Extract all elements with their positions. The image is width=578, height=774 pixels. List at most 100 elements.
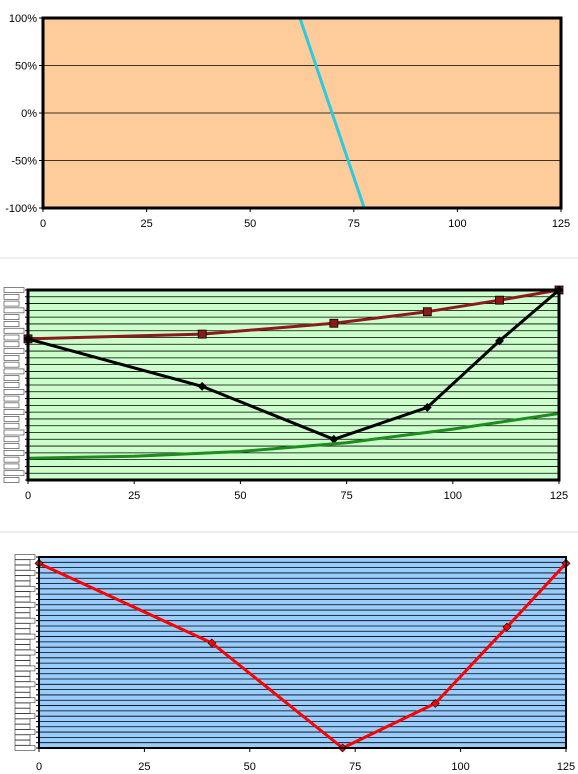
y-tick-label-glyph (3, 287, 25, 293)
y-tick-label: 50% (15, 61, 37, 73)
series-1-marker (495, 295, 504, 305)
y-tick-label-glyph (3, 470, 25, 477)
series-1-marker (422, 307, 432, 317)
y-tick-label-glyph (3, 355, 20, 361)
x-tick-label: 50 (244, 761, 256, 773)
series-3-line (27, 412, 560, 460)
chart-3: 0 25 50 75 100 125 (14, 554, 575, 773)
series-1-line (38, 562, 568, 750)
x-tick-label: 25 (138, 761, 150, 773)
y-tick-label-glyph (14, 692, 31, 698)
y-tick-label-glyph (14, 633, 36, 640)
y-tick-label-glyph (14, 644, 31, 650)
y-tick-label-glyph (3, 348, 25, 354)
series-2-marker (197, 381, 207, 391)
y-tick-label-glyph (14, 559, 31, 566)
y-tick-label-glyph (14, 676, 31, 682)
x-tick-label: 75 (340, 490, 352, 502)
y-tick-label-glyph (14, 718, 31, 725)
y-tick-label-glyph (3, 341, 20, 348)
y-tick-label-glyph (14, 617, 36, 624)
x-tick-label: 125 (557, 761, 575, 773)
y-tick-label-glyph (14, 596, 31, 603)
y-tick-label-glyph (14, 586, 36, 592)
y-tick-label-glyph (3, 395, 20, 402)
y-tick-label: -50% (11, 156, 37, 168)
series-2-line (27, 288, 560, 441)
y-tick-label-glyph (14, 570, 36, 576)
x-tick-label: 0 (25, 490, 31, 502)
y-tick-label-glyph (3, 456, 20, 463)
y-tick-label: -100% (5, 203, 37, 215)
chart-2: 0 25 50 75 100 125 (3, 285, 568, 502)
series-1-marker (207, 638, 217, 648)
y-tick-label-glyph (3, 382, 20, 388)
y-tick-label-glyph (3, 416, 20, 422)
y-tick-label-glyph (14, 702, 31, 709)
y-tick-label-glyph (3, 334, 20, 341)
y-tick-label-glyph (14, 734, 31, 741)
y-tick-label-glyph (14, 639, 31, 645)
series-1-marker (329, 318, 339, 328)
series-1-line (27, 288, 560, 341)
y-tick-label-glyph (14, 723, 31, 730)
y-tick-label-glyph (3, 402, 20, 409)
y-tick-label-glyph (14, 686, 31, 693)
x-tick-label: 25 (128, 490, 140, 502)
y-tick-label-glyph (14, 575, 31, 582)
y-tick-label-glyph (14, 729, 36, 735)
y-tick-label: 0% (21, 108, 37, 120)
chart-1: 100% 50% 0% -50% -100%0 25 50 75 100 125 (5, 13, 570, 230)
y-tick-label-glyph (3, 429, 25, 436)
y-tick-label-glyph (14, 745, 36, 751)
y-tick-label-glyph (3, 436, 20, 443)
y-tick-label-glyph (3, 477, 20, 483)
y-tick-label-glyph (3, 409, 25, 415)
y-tick-label-glyph (3, 450, 25, 456)
x-tick-label: 0 (40, 218, 46, 230)
y-tick-label-glyph (14, 681, 36, 688)
plot-border (26, 288, 561, 482)
x-tick-label: 50 (234, 490, 246, 502)
series-2-marker (422, 402, 432, 412)
x-tick-label: 25 (140, 218, 152, 230)
y-tick-label-glyph (14, 591, 31, 597)
y-tick-label-glyph (3, 422, 20, 429)
x-tick-label: 75 (348, 218, 360, 230)
y-tick-label-glyph (3, 307, 25, 314)
series-1-marker (430, 699, 440, 708)
y-tick-label-glyph (3, 321, 20, 327)
y-tick-label-glyph (14, 655, 31, 661)
y-tick-label-glyph (3, 293, 20, 300)
plot-border (38, 556, 567, 749)
y-tick-label-glyph (3, 375, 20, 382)
y-tick-label-glyph (14, 649, 36, 656)
y-tick-label-glyph (14, 623, 31, 629)
y-tick-label-glyph (3, 361, 20, 368)
series-2-marker (495, 336, 504, 346)
y-tick-label-glyph (3, 300, 20, 307)
y-tick-label-glyph (14, 601, 36, 608)
y-tick-label-glyph (14, 713, 36, 719)
y-tick-label-glyph (3, 314, 20, 320)
plot-border (41, 16, 563, 210)
y-tick-label-glyph (14, 665, 36, 672)
y-tick-label-glyph (14, 628, 31, 635)
x-tick-label: 125 (552, 218, 570, 230)
y-tick-label-glyph (3, 368, 25, 375)
y-tick-label-glyph (14, 612, 31, 619)
y-tick-label-glyph (3, 388, 25, 395)
series-1-line (298, 17, 366, 209)
y-tick-label-glyph (3, 327, 25, 334)
y-tick-label-glyph (14, 564, 31, 571)
y-tick-label-glyph (14, 697, 36, 704)
x-tick-label: 50 (244, 218, 256, 230)
y-tick-label-glyph (14, 607, 31, 613)
y-tick-label: 100% (9, 13, 37, 25)
x-tick-label: 100 (451, 761, 469, 773)
y-tick-label-glyph (14, 660, 31, 666)
x-tick-label: 100 (444, 490, 462, 502)
y-tick-label-glyph (3, 443, 20, 449)
y-tick-label-glyph (14, 670, 31, 677)
